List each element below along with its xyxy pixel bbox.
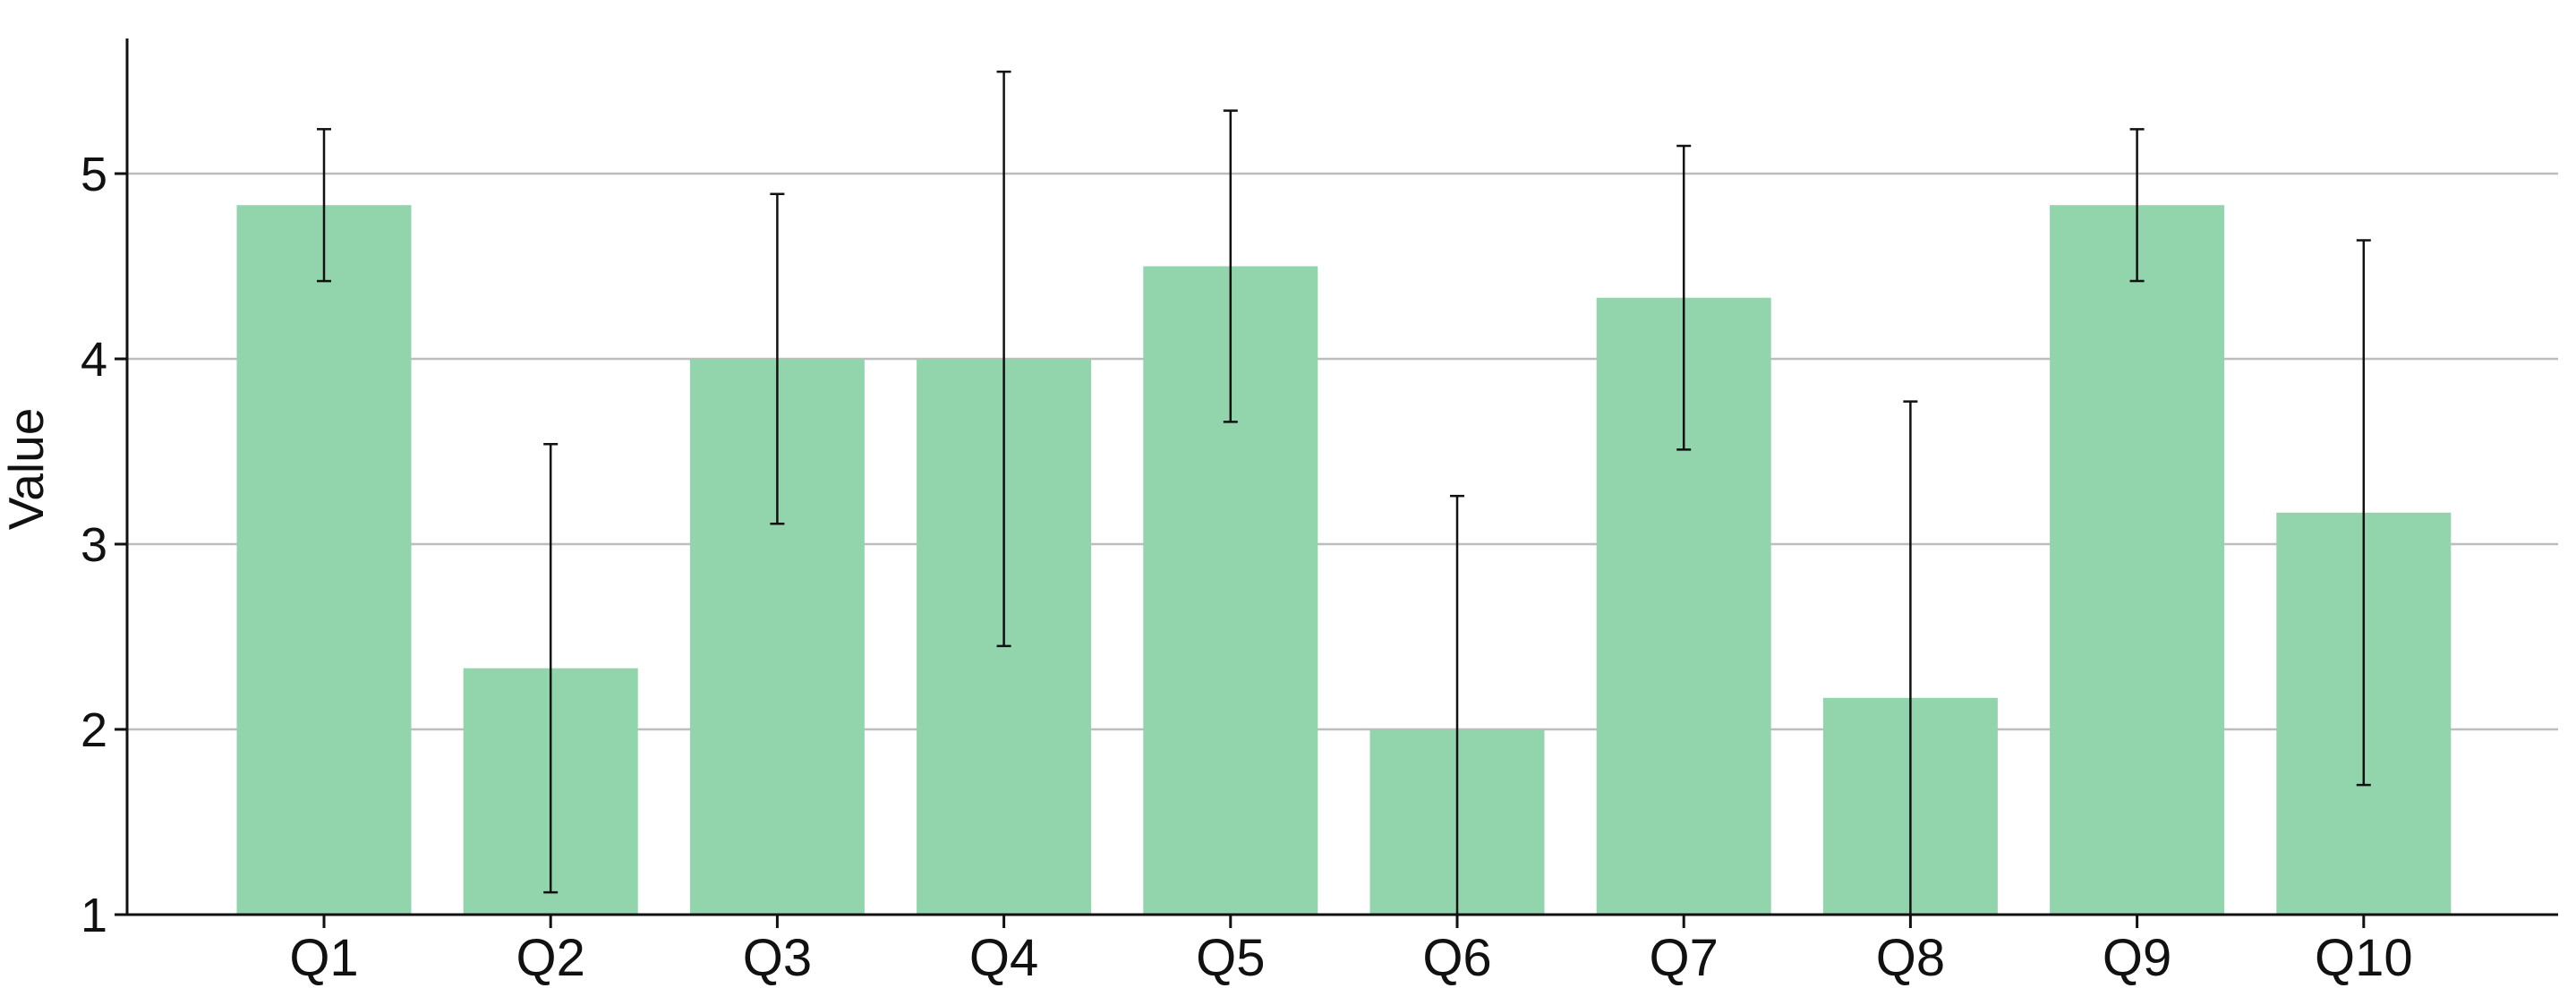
bar-q9	[2050, 205, 2225, 915]
bar-q1	[236, 205, 412, 915]
y-tick-label-4: 4	[81, 333, 107, 387]
x-tick-label-q4: Q4	[969, 929, 1038, 987]
x-tick-label-q1: Q1	[289, 929, 358, 987]
y-tick-label-5: 5	[81, 148, 107, 201]
y-tick-label-1: 1	[81, 889, 107, 942]
x-tick-label-q7: Q7	[1650, 929, 1719, 987]
y-tick-label-2: 2	[81, 703, 107, 757]
x-tick-label-q10: Q10	[2315, 929, 2413, 987]
x-tick-label-q3: Q3	[743, 929, 812, 987]
y-axis-title: Value	[0, 408, 54, 531]
x-tick-label-q9: Q9	[2103, 929, 2171, 987]
x-tick-label-q5: Q5	[1196, 929, 1265, 987]
x-tick-label-q2: Q2	[516, 929, 585, 987]
y-tick-label-3: 3	[81, 518, 107, 572]
x-tick-label-q8: Q8	[1876, 929, 1945, 987]
x-tick-label-q6: Q6	[1422, 929, 1491, 987]
